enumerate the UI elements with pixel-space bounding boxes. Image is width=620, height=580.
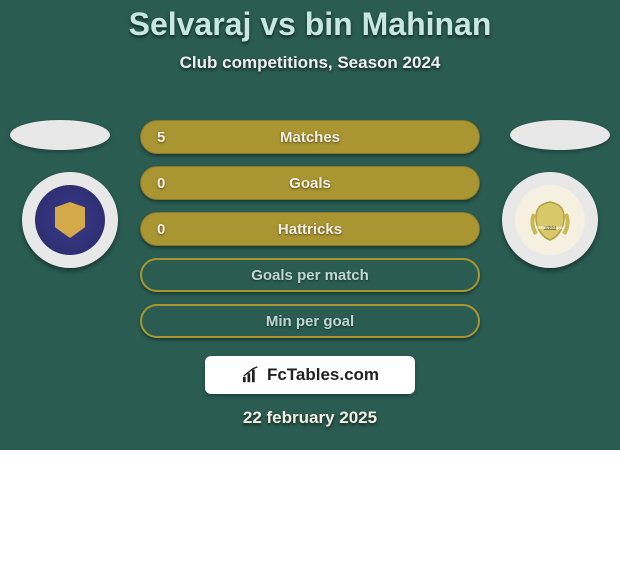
stat-row-goals-per-match: Goals per match	[140, 258, 480, 292]
stat-row-goals: 0 Goals	[140, 166, 480, 200]
stat-label: Goals per match	[142, 267, 478, 284]
stat-left-value: 0	[157, 221, 165, 238]
comparison-card: Selvaraj vs bin Mahinan Club competition…	[0, 0, 620, 450]
player-right-disc	[510, 120, 610, 150]
blank-area	[0, 450, 620, 580]
stats-column: 5 Matches 0 Goals 0 Hattricks Goals per …	[140, 120, 480, 350]
stat-label: Goals	[141, 175, 479, 192]
date-line: 22 february 2025	[0, 408, 620, 428]
stat-left-value: 0	[157, 175, 165, 192]
stat-row-hattricks: 0 Hattricks	[140, 212, 480, 246]
brand-text: FcTables.com	[267, 365, 379, 385]
club-crest-left-icon	[35, 185, 105, 255]
stat-label: Hattricks	[141, 221, 479, 238]
stat-label: Matches	[141, 129, 479, 146]
stat-left-value: 5	[157, 129, 165, 146]
club-crest-right-icon: TERENGGANU	[515, 185, 585, 255]
stat-label: Min per goal	[142, 313, 478, 330]
stat-row-matches: 5 Matches	[140, 120, 480, 154]
stat-row-min-per-goal: Min per goal	[140, 304, 480, 338]
club-badge-right: TERENGGANU	[502, 172, 598, 268]
player-left-disc	[10, 120, 110, 150]
subtitle: Club competitions, Season 2024	[0, 53, 620, 73]
svg-text:TERENGGANU: TERENGGANU	[536, 225, 565, 230]
brand-box: FcTables.com	[205, 356, 415, 394]
bar-chart-icon	[241, 366, 263, 384]
brand-label: FcTables.com	[241, 365, 379, 385]
page-title: Selvaraj vs bin Mahinan	[0, 0, 620, 43]
club-badge-left	[22, 172, 118, 268]
